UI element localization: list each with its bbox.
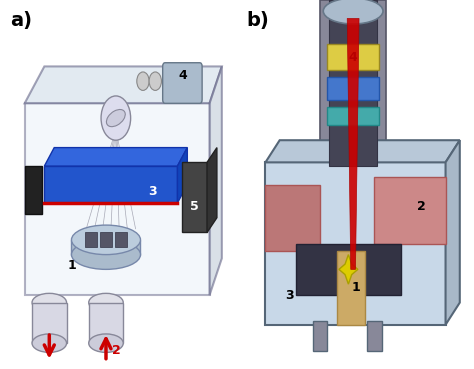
Ellipse shape (89, 334, 123, 352)
FancyArrowPatch shape (101, 339, 111, 359)
Polygon shape (265, 140, 460, 162)
Polygon shape (207, 148, 217, 232)
Bar (265, 162, 446, 325)
Polygon shape (339, 255, 358, 284)
Ellipse shape (32, 334, 66, 352)
Bar (100, 232, 112, 247)
Polygon shape (25, 66, 222, 103)
Ellipse shape (323, 0, 383, 24)
Circle shape (149, 72, 162, 90)
Bar (327, 44, 379, 70)
Text: 5: 5 (191, 200, 199, 213)
Bar (367, 321, 382, 351)
Bar (89, 303, 123, 343)
Ellipse shape (107, 110, 125, 127)
Bar (337, 251, 365, 325)
Polygon shape (25, 103, 210, 295)
Ellipse shape (72, 240, 140, 269)
Polygon shape (374, 177, 446, 244)
Bar (320, 0, 386, 166)
Ellipse shape (89, 293, 123, 312)
Text: 4: 4 (349, 51, 357, 64)
Text: b): b) (246, 11, 269, 30)
Polygon shape (45, 166, 177, 203)
Text: 3: 3 (148, 185, 157, 199)
Ellipse shape (32, 293, 66, 312)
Text: a): a) (10, 11, 32, 30)
Polygon shape (446, 140, 460, 325)
Text: 2: 2 (418, 200, 426, 213)
Text: 4: 4 (178, 69, 187, 82)
Bar (327, 107, 379, 125)
Bar (313, 321, 327, 351)
Bar (32, 303, 66, 343)
Ellipse shape (72, 225, 140, 255)
Bar (327, 77, 379, 100)
Text: 3: 3 (285, 289, 293, 302)
Circle shape (137, 72, 149, 90)
Text: 1: 1 (351, 281, 360, 294)
FancyArrowPatch shape (44, 335, 55, 355)
Polygon shape (182, 162, 207, 232)
Circle shape (101, 96, 131, 140)
FancyBboxPatch shape (163, 63, 202, 103)
Bar (85, 232, 97, 247)
Bar (329, 0, 377, 166)
Bar (296, 244, 401, 295)
Bar (115, 232, 127, 247)
Polygon shape (347, 18, 359, 269)
Polygon shape (210, 66, 222, 295)
Polygon shape (265, 184, 320, 251)
Polygon shape (45, 148, 187, 166)
Polygon shape (72, 240, 140, 255)
Text: 2: 2 (112, 344, 121, 357)
Polygon shape (177, 148, 187, 203)
Text: 1: 1 (67, 259, 76, 272)
Polygon shape (25, 166, 42, 214)
